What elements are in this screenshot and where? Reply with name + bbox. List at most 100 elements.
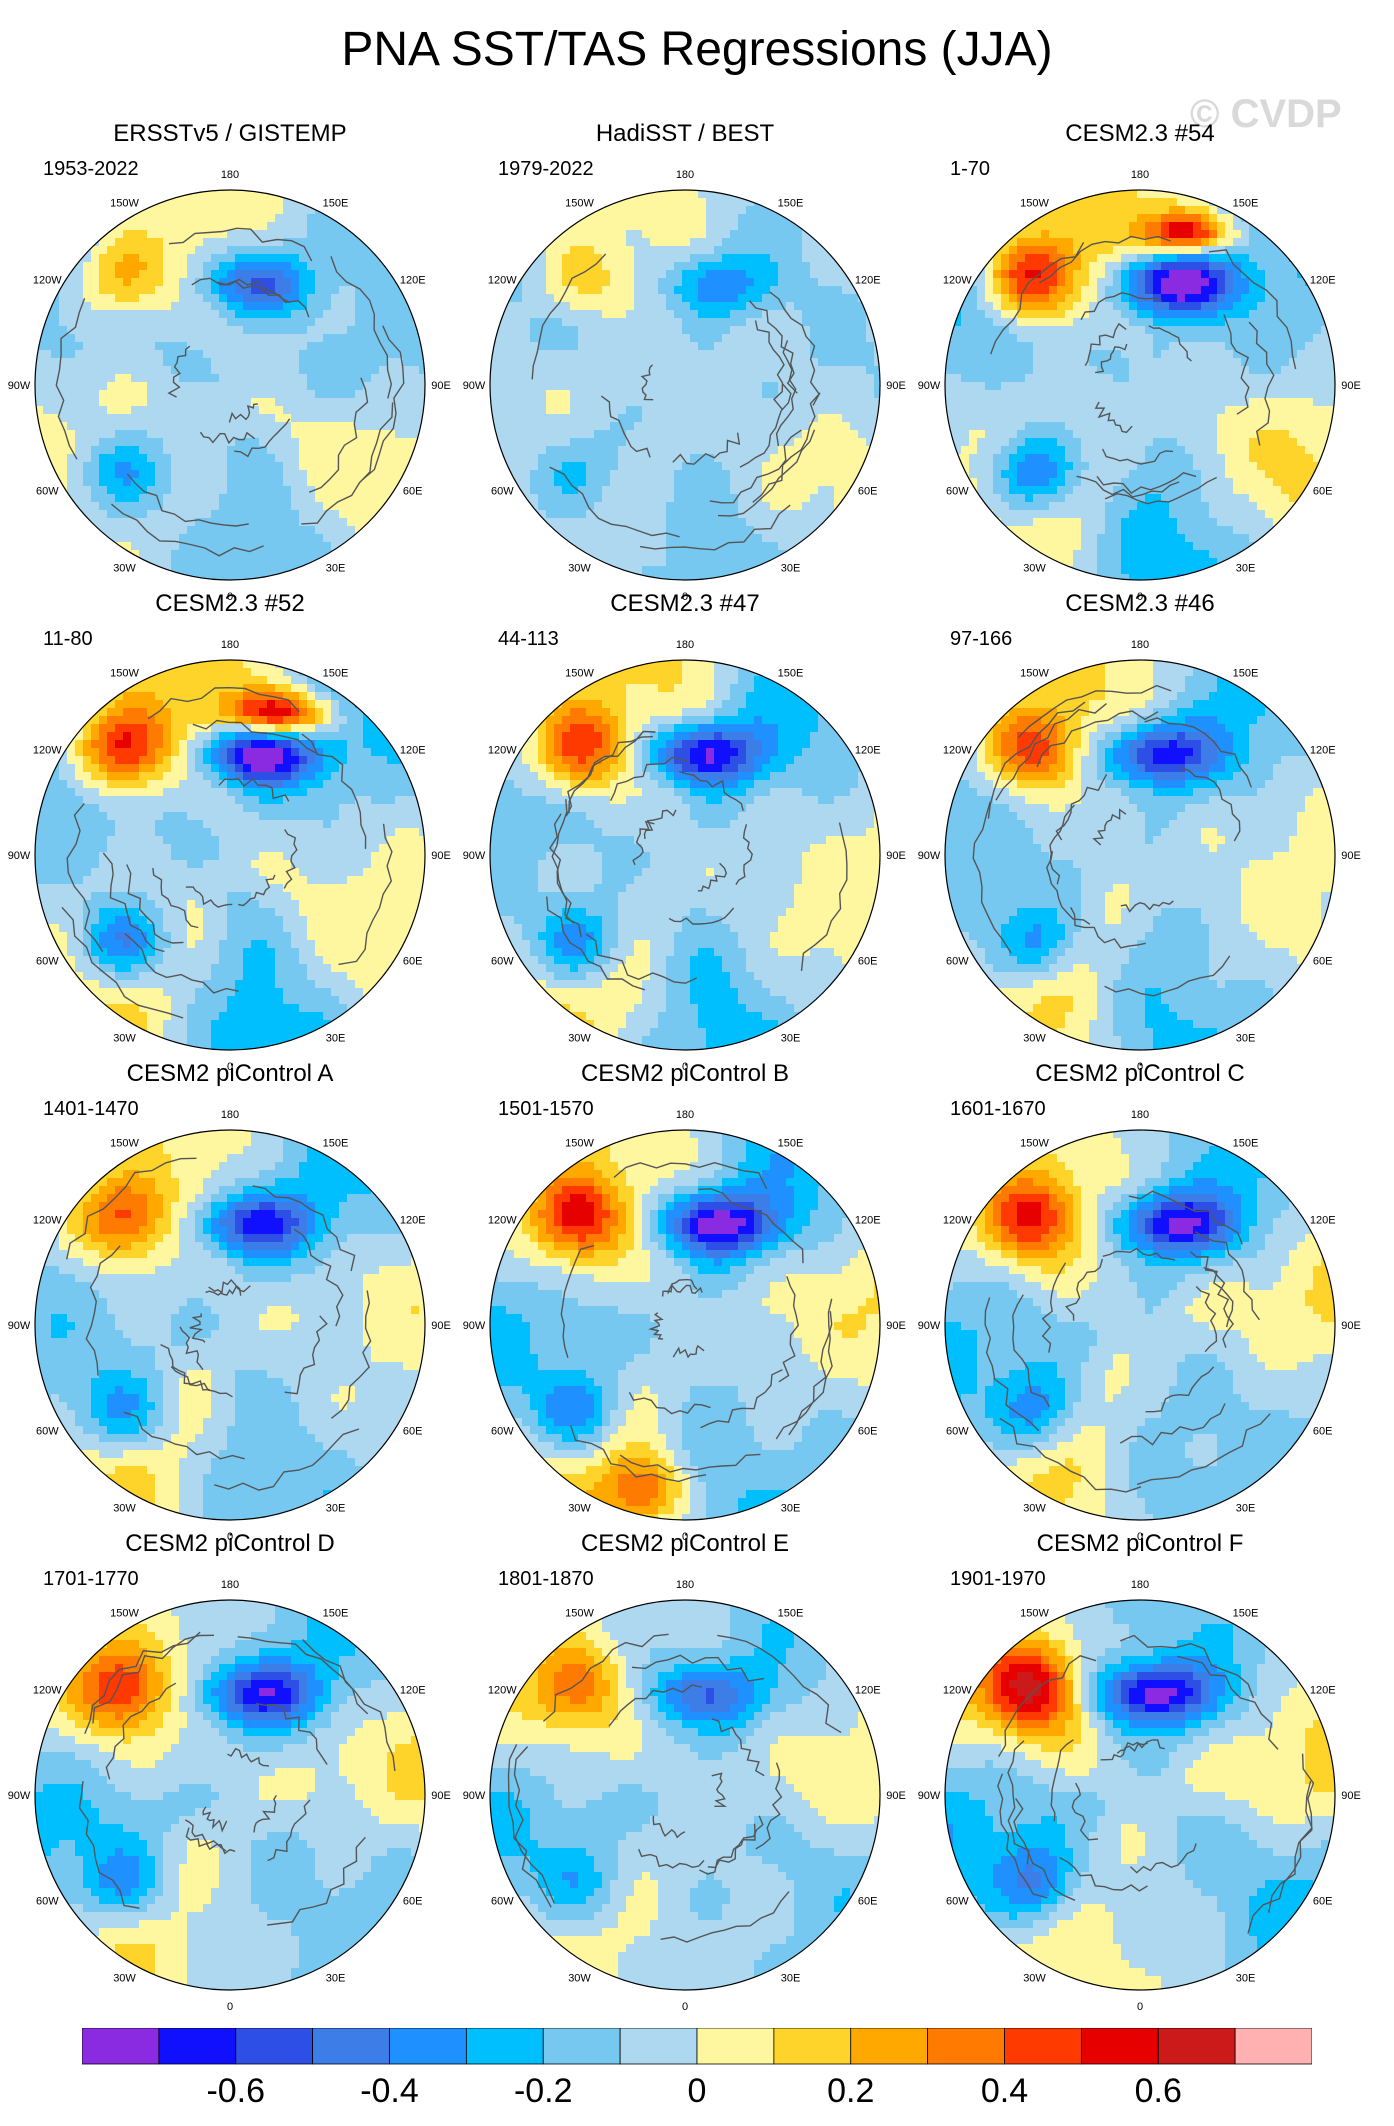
panel-period: 1601-1670	[950, 1098, 1046, 1121]
longitude-label: 120E	[855, 1215, 881, 1227]
longitude-label: 180	[676, 1109, 694, 1121]
longitude-label: 60W	[946, 1896, 969, 1908]
longitude-label: 150W	[110, 1607, 139, 1619]
longitude-label: 120E	[1310, 745, 1336, 757]
panel-period: 1-70	[950, 158, 990, 181]
longitude-label: 180	[676, 1579, 694, 1591]
coastlines	[507, 1633, 842, 1943]
longitude-label: 60E	[403, 486, 423, 498]
panel-title: CESM2.3 #52	[0, 590, 460, 618]
colorbar-tick-label: 0.6	[1118, 2072, 1198, 2111]
map-panel: CESM2 piControl A 180 150E 120E 90E 60E 30E 0 30…	[0, 1060, 460, 1543]
longitude-label: 60E	[1313, 956, 1333, 968]
longitude-label: 150E	[323, 1607, 349, 1619]
longitude-label: 90E	[886, 380, 906, 392]
longitude-label: 90E	[1341, 1320, 1361, 1332]
longitude-label: 150W	[1020, 197, 1049, 209]
coastlines	[55, 227, 405, 557]
polar-map: 180 150E 120E 90E 60E 30E 0 30W 60W 90W 120W 150W	[8, 639, 451, 1073]
longitude-label: 30E	[1236, 563, 1256, 575]
longitude-label: 150E	[1233, 197, 1259, 209]
panel-period: 1953-2022	[43, 158, 139, 181]
longitude-label: 120W	[33, 745, 62, 757]
map-panel: HadiSST / BEST 180 150E 120E 90E 60E 30E 0 30W 60…	[455, 120, 915, 603]
colorbar-box	[158, 2028, 237, 2065]
longitude-label: 30E	[326, 1033, 346, 1045]
longitude-label: 120W	[488, 1685, 517, 1697]
map-panel: CESM2 piControl C 180 150E 120E 90E 60E 30E 0 30…	[910, 1060, 1370, 1543]
map-border	[489, 659, 881, 1051]
longitude-label: 150E	[1233, 667, 1259, 679]
map-panel: CESM2 piControl F 180 150E 120E 90E 60E 30E 0 30…	[910, 1530, 1370, 2013]
map-border	[489, 189, 881, 581]
longitude-label: 60W	[36, 956, 59, 968]
polar-map: 180 150E 120E 90E 60E 30E 0 30W 60W 90W 120W 150W	[463, 169, 906, 603]
longitude-label: 90W	[8, 1790, 31, 1802]
longitude-label: 120E	[1310, 1685, 1336, 1697]
longitude-label: 60E	[403, 1426, 423, 1438]
map-border	[944, 189, 1336, 581]
longitude-label: 90E	[886, 1790, 906, 1802]
colorbar-tick-label: -0.2	[503, 2072, 583, 2111]
longitude-label: 30W	[1023, 1033, 1046, 1045]
regression-field	[490, 660, 880, 1050]
regression-field	[945, 660, 1335, 1050]
regression-field	[490, 190, 880, 580]
colorbar-box	[927, 2028, 1005, 2065]
longitude-label: 60E	[403, 956, 423, 968]
longitude-label: 60W	[491, 1896, 514, 1908]
panel-title: CESM2 piControl F	[910, 1530, 1370, 1558]
map-border	[489, 1599, 881, 1991]
polar-map: 180 150E 120E 90E 60E 30E 0 30W 60W 90W 120W 150W	[463, 639, 906, 1073]
colorbar-box	[1234, 2028, 1312, 2065]
longitude-label: 0	[682, 591, 688, 603]
longitude-label: 120E	[855, 275, 881, 287]
colorbar-box	[82, 2028, 160, 2065]
longitude-label: 30W	[1023, 1973, 1046, 1985]
longitude-label: 0	[227, 2001, 233, 2013]
longitude-label: 60W	[946, 956, 969, 968]
coastlines	[66, 1157, 372, 1491]
colorbar-box	[696, 2028, 775, 2065]
longitude-label: 90E	[431, 850, 451, 862]
map-panel: ERSSTv5 / GISTEMP 180 150E 120E 90E 60E 30E 0 30…	[0, 120, 460, 603]
longitude-label: 0	[227, 591, 233, 603]
polar-map: 180 150E 120E 90E 60E 30E 0 30W 60W 90W 120W 150W	[918, 169, 1361, 603]
map-border	[944, 1599, 1336, 1991]
longitude-label: 120E	[400, 745, 426, 757]
longitude-label: 120W	[488, 1215, 517, 1227]
longitude-label: 90E	[1341, 380, 1361, 392]
map-border	[944, 659, 1336, 1051]
longitude-label: 120W	[943, 1215, 972, 1227]
map-panel: CESM2 piControl B 180 150E 120E 90E 60E 30E 0 30…	[455, 1060, 915, 1543]
longitude-label: 30W	[568, 563, 591, 575]
longitude-label: 60W	[36, 486, 59, 498]
longitude-label: 150E	[1233, 1607, 1259, 1619]
longitude-label: 150W	[1020, 1137, 1049, 1149]
cvdp-watermark: © CVDP	[1190, 92, 1342, 137]
longitude-label: 150W	[110, 197, 139, 209]
panel-period: 44-113	[498, 628, 559, 651]
longitude-label: 120W	[943, 1685, 972, 1697]
panel-period: 1401-1470	[43, 1098, 139, 1121]
longitude-label: 120E	[1310, 1215, 1336, 1227]
regression-field	[35, 1600, 425, 1990]
regression-field	[945, 1600, 1335, 1990]
panel-title: CESM2 piControl A	[0, 1060, 460, 1088]
longitude-label: 60W	[946, 486, 969, 498]
map-panel: CESM2 piControl E 180 150E 120E 90E 60E 30E 0 30…	[455, 1530, 915, 2013]
colorbar-tick-label: 0	[657, 2072, 737, 2111]
coastlines	[61, 686, 393, 1019]
longitude-label: 90W	[918, 380, 941, 392]
page-title: PNA SST/TAS Regressions (JJA)	[0, 22, 1394, 77]
longitude-label: 30W	[113, 1033, 136, 1045]
longitude-label: 150E	[1233, 1137, 1259, 1149]
panel-title: CESM2 piControl C	[910, 1060, 1370, 1088]
longitude-label: 180	[1131, 1109, 1149, 1121]
colorbar-tick-label: 0.2	[811, 2072, 891, 2111]
longitude-label: 90W	[918, 1320, 941, 1332]
coastlines	[531, 253, 821, 551]
longitude-label: 30E	[1236, 1973, 1256, 1985]
polar-map: 180 150E 120E 90E 60E 30E 0 30W 60W 90W 120W 150W	[918, 1109, 1361, 1543]
panel-period: 1901-1970	[950, 1568, 1046, 1591]
